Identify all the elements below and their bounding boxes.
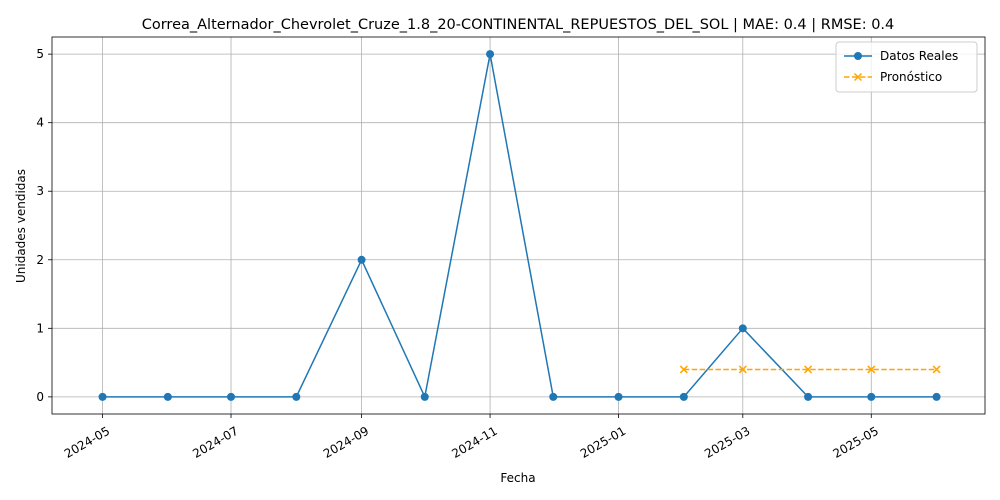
y-tick-label: 4 bbox=[36, 116, 44, 130]
data-point bbox=[420, 392, 429, 401]
data-point bbox=[932, 365, 941, 374]
data-point bbox=[867, 365, 876, 374]
data-point bbox=[679, 365, 688, 374]
data-point bbox=[804, 392, 813, 401]
series-datos-reales bbox=[98, 50, 941, 401]
series-layer bbox=[98, 50, 941, 401]
legend: Datos Reales Pronóstico bbox=[835, 41, 978, 93]
plot-area-frame bbox=[51, 36, 986, 415]
y-tick-label: 3 bbox=[36, 184, 44, 198]
y-tick-label: 2 bbox=[36, 253, 44, 267]
grid-lines bbox=[52, 37, 985, 414]
x-axis-ticks: 2024-05 2024-07 2024-09 2024-11 2025-01 2025-… bbox=[62, 414, 881, 461]
data-point bbox=[932, 392, 941, 401]
y-tick-label: 5 bbox=[36, 47, 44, 61]
data-point bbox=[98, 392, 107, 401]
data-point bbox=[867, 392, 876, 401]
data-point bbox=[738, 365, 747, 374]
legend-label-pronostico: Pronóstico bbox=[880, 70, 942, 84]
data-point bbox=[292, 392, 301, 401]
marker-stroke bbox=[679, 365, 688, 374]
x-axis-label: Fecha bbox=[500, 471, 535, 485]
data-point bbox=[357, 255, 366, 264]
chart-title: Correa_Alternador_Chevrolet_Cruze_1.8_20… bbox=[142, 17, 895, 33]
data-point bbox=[549, 392, 558, 401]
x-tick-label: 2025-01 bbox=[578, 424, 628, 461]
data-point bbox=[486, 50, 495, 59]
y-axis-label: Unidades vendidas bbox=[14, 169, 28, 283]
legend-marker-pronostico bbox=[853, 72, 863, 82]
data-point bbox=[804, 365, 813, 374]
x-tick-label: 2025-05 bbox=[831, 424, 881, 461]
x-tick-label: 2024-11 bbox=[449, 424, 499, 461]
marker-stroke bbox=[867, 365, 876, 374]
data-point bbox=[738, 324, 747, 333]
y-tick-label: 0 bbox=[36, 390, 44, 404]
legend-box bbox=[835, 41, 978, 93]
marker-stroke bbox=[738, 365, 747, 374]
marker-stroke bbox=[932, 365, 941, 374]
legend-marker-datos-reales bbox=[854, 52, 862, 60]
marker-stroke bbox=[804, 365, 813, 374]
data-point bbox=[227, 392, 236, 401]
x-tick-label: 2024-05 bbox=[62, 424, 112, 461]
x-tick-label: 2024-07 bbox=[190, 424, 240, 461]
data-point bbox=[679, 392, 688, 401]
x-tick-label: 2024-09 bbox=[321, 424, 371, 461]
data-point bbox=[614, 392, 623, 401]
y-axis-ticks: 0 1 2 3 4 5 bbox=[36, 47, 52, 404]
legend-label-datos-reales: Datos Reales bbox=[880, 49, 958, 63]
x-tick-label: 2025-03 bbox=[702, 424, 752, 461]
series-line-datos-reales bbox=[102, 53, 937, 398]
series-pronostico bbox=[679, 365, 941, 374]
y-tick-label: 1 bbox=[36, 321, 44, 335]
data-point bbox=[163, 392, 172, 401]
